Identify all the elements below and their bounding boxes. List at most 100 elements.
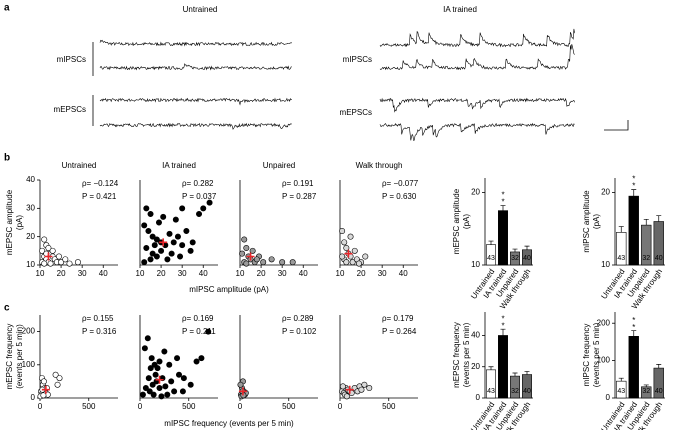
mean-marker (345, 385, 354, 394)
n-label: 43 (487, 388, 495, 395)
point (141, 222, 148, 229)
point (343, 393, 350, 400)
n-label: 40 (655, 388, 663, 395)
point (145, 375, 152, 382)
n-label: 56 (630, 255, 638, 262)
point (164, 256, 171, 263)
point (206, 199, 213, 206)
point (149, 381, 156, 388)
error-bar (524, 245, 530, 250)
trace-label: mIPSCs (57, 55, 86, 64)
significance: * (501, 191, 504, 200)
point (243, 245, 250, 252)
panel-label: b (4, 153, 10, 164)
rho-annotation: ρ= 0.179 (382, 314, 414, 323)
significance: * (501, 321, 504, 330)
y-tick-label: 20 (26, 232, 35, 241)
error-bar (500, 205, 506, 211)
x-tick-label: 40 (399, 269, 408, 278)
error-bar (512, 248, 518, 252)
x-tick-label: 0 (238, 402, 243, 411)
point (143, 205, 150, 212)
point (279, 259, 286, 266)
trace-title: Untrained (183, 5, 218, 14)
y-tick-label: 100 (22, 360, 36, 369)
p-annotation: P = 0.421 (82, 192, 117, 201)
y-tick-label: 10 (601, 260, 610, 269)
x-tick-label: 40 (99, 269, 108, 278)
point (180, 375, 187, 382)
x-tick-label: 0 (138, 402, 143, 411)
error-bar (500, 328, 506, 336)
y-axis-label: (events per 5 min) (592, 322, 601, 387)
n-label: 32 (511, 255, 519, 262)
rho-annotation: ρ= 0.169 (182, 314, 214, 323)
point (174, 355, 181, 362)
rho-annotation: ρ= 0.191 (282, 179, 314, 188)
point (179, 205, 186, 212)
point (47, 260, 54, 267)
panel-label: a (4, 3, 10, 14)
point (39, 247, 46, 254)
x-tick-label: 500 (282, 402, 296, 411)
point (196, 211, 203, 218)
x-tick-label: 500 (182, 402, 196, 411)
point (155, 219, 162, 226)
y-axis-label: mIPSC frequency (582, 324, 591, 387)
trace (379, 28, 575, 48)
n-label: 56 (499, 388, 507, 395)
y-tick-label: 30 (26, 203, 35, 212)
point (158, 247, 165, 254)
y-tick-label: 0 (476, 393, 481, 402)
p-annotation: P = 0.211 (182, 327, 216, 336)
point (268, 256, 275, 263)
chart-title: Unpaired (263, 161, 295, 170)
significance: * (632, 323, 635, 332)
point (172, 216, 179, 223)
point (189, 239, 196, 246)
x-tick-label: 0 (38, 402, 43, 411)
x-tick-label: 40 (199, 269, 208, 278)
point (143, 245, 150, 252)
point (362, 253, 369, 260)
rho-annotation: ρ= 0.289 (282, 314, 314, 323)
mean-marker (159, 238, 168, 247)
rho-annotation: ρ= −0.077 (382, 179, 419, 188)
error-bar (656, 363, 662, 369)
error-bar (618, 226, 624, 233)
point (289, 259, 296, 266)
y-axis-label: mEPSC amplitude (452, 188, 461, 254)
scale-bar (604, 120, 629, 131)
significance: * (501, 198, 504, 207)
point (164, 391, 171, 398)
y-tick-label: 10 (26, 260, 35, 269)
chart-title: Untrained (62, 161, 97, 170)
n-label: 32 (642, 255, 650, 262)
x-tick-label: 0 (338, 402, 343, 411)
x-tick-label: 10 (236, 269, 245, 278)
point (146, 388, 153, 395)
trace-label: mIPSCs (343, 55, 372, 64)
point (166, 361, 173, 368)
significance: * (632, 316, 635, 325)
point (171, 388, 178, 395)
n-label: 43 (617, 255, 625, 262)
error-bar (512, 372, 518, 377)
significance: * (632, 182, 635, 191)
point (147, 211, 154, 218)
point (339, 228, 346, 235)
y-axis-label: mEPSC amplitude (5, 189, 14, 255)
x-tick-label: 40 (299, 269, 308, 278)
x-axis-label: mIPSC amplitude (pA) (189, 285, 269, 294)
mean-marker (246, 252, 255, 261)
point (361, 381, 368, 388)
point (200, 205, 207, 212)
x-tick-label: 20 (357, 269, 366, 278)
mean-marker (41, 385, 50, 394)
point (147, 365, 154, 372)
point (339, 383, 346, 390)
point (177, 253, 184, 260)
n-label: 43 (487, 255, 495, 262)
error-bar (643, 218, 649, 226)
point (56, 375, 63, 382)
